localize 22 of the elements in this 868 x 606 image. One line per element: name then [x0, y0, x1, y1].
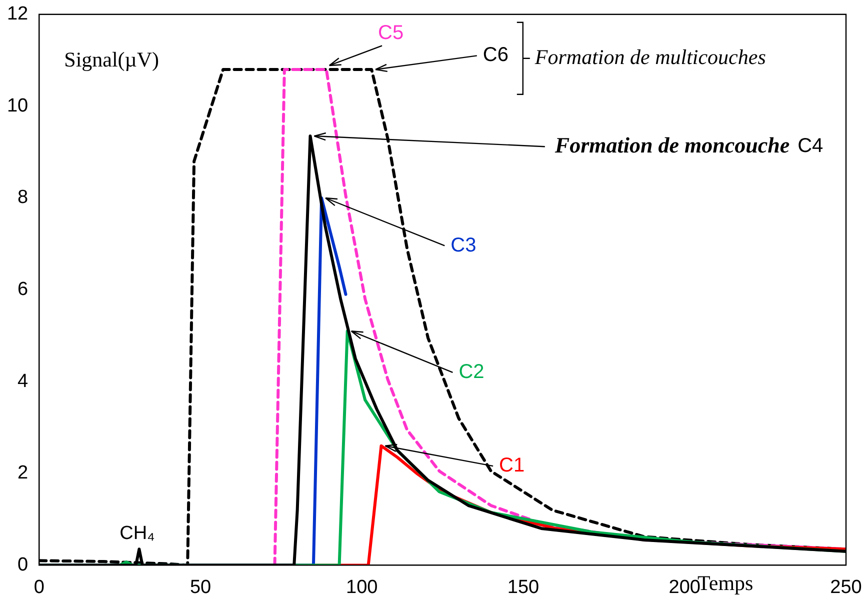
text: C5: [378, 22, 404, 44]
x-tick-label: 250: [830, 576, 862, 598]
y-tick-label: 12: [6, 4, 28, 25]
y-tick-label: 4: [18, 370, 29, 392]
x-tick-label: 0: [34, 576, 44, 598]
y-tick-label: 0: [18, 554, 28, 576]
text: C3: [450, 234, 476, 256]
annotation: CH₄: [120, 522, 156, 544]
annotation: C6: [482, 44, 508, 66]
text: C2: [458, 360, 484, 383]
y-tick-label: 8: [18, 187, 28, 208]
series-label: C1: [499, 454, 525, 477]
y-tick-label: 2: [18, 462, 28, 484]
y-tick-label: 10: [6, 95, 28, 116]
x-tick-label: 50: [190, 576, 212, 598]
y-tick-label: 6: [18, 279, 28, 300]
x-tick-label: 150: [507, 576, 540, 598]
annotation: Formation de multicouches: [534, 44, 766, 69]
x-tick-label: 100: [346, 576, 378, 598]
annotation: Formation de moncouche C4: [554, 132, 824, 158]
y-axis-title: Signal(µV): [64, 47, 160, 72]
x-axis-title: Temps: [698, 571, 754, 596]
